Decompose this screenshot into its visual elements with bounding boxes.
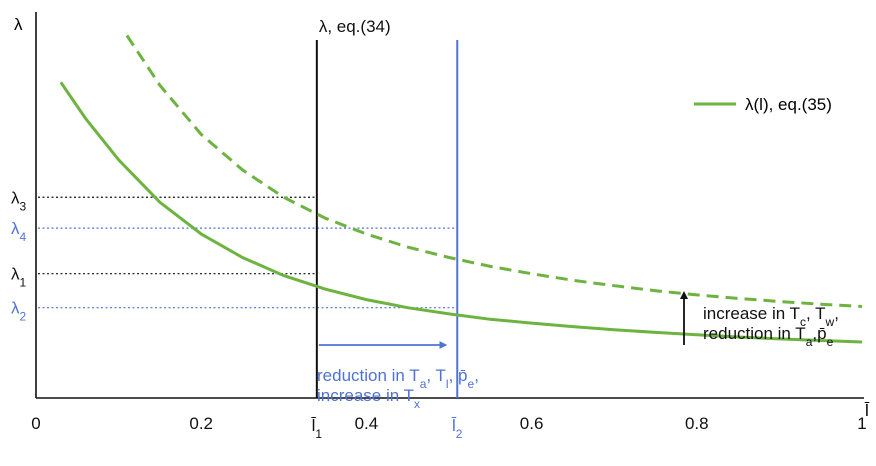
x-tick-l2: l̄2 (451, 416, 463, 441)
y-tick-lambda2: λ2 (11, 299, 27, 324)
y-tick-lambda3: λ3 (11, 188, 27, 213)
shifted-curve-dashed (125, 34, 863, 308)
x-tick-l1: l̄1 (311, 416, 323, 441)
black-annotation-line1: increase in Tc, Tw, (703, 304, 839, 329)
y-tick-lambda1: λ1 (11, 265, 27, 290)
x-tick-label: 1 (857, 414, 866, 433)
legend: λ(l), eq.(35) (694, 95, 832, 114)
x-tick-label: 0 (31, 414, 40, 433)
x-tick-label: 0.8 (685, 414, 709, 433)
x-tick-label: 0.2 (189, 414, 213, 433)
y-tick-lambda4: λ4 (11, 219, 27, 244)
y-axis-label: λ (14, 15, 23, 34)
vertical-line-label: λ, eq.(34) (319, 17, 391, 36)
blue-annotation-line2: increase in Tx (317, 386, 420, 411)
black-annotation-line2: reduction in Ta,p̄e (703, 324, 834, 349)
blue-annotation-line1: reduction in Ta, Tl, p̄e, (317, 366, 479, 391)
legend-label: λ(l), eq.(35) (745, 95, 832, 114)
x-tick-label: 0.6 (520, 414, 544, 433)
curve-eq35 (59, 81, 863, 344)
x-axis-label: l̄ (864, 401, 870, 420)
x-tick-label: 0.4 (355, 414, 379, 433)
